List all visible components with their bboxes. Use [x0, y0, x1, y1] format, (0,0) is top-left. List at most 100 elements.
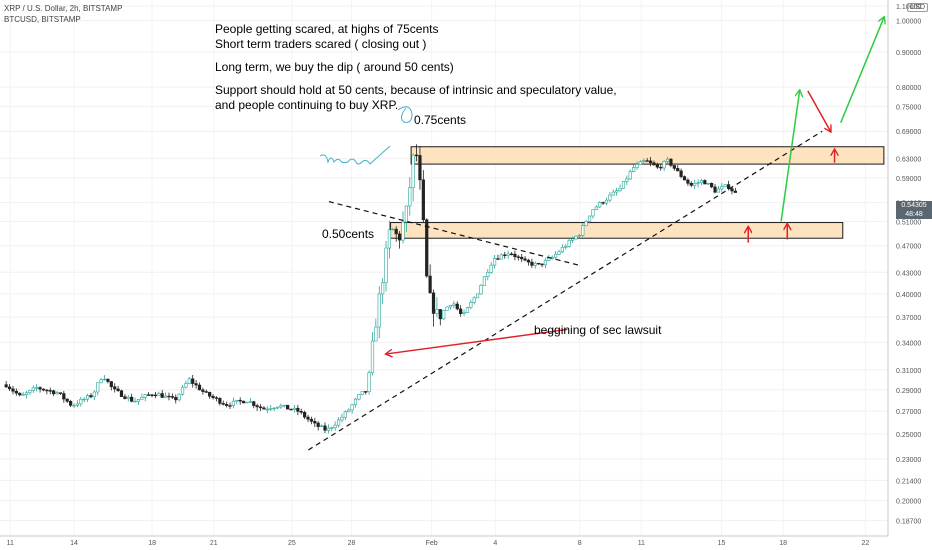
candle-body	[533, 262, 537, 266]
time-tick-label: Feb	[426, 540, 438, 547]
trendline	[328, 201, 580, 266]
candle-body	[14, 390, 18, 394]
main-annotation: People getting scared, at highs of 75cen…	[215, 22, 617, 113]
candle-body	[296, 407, 300, 412]
candle-body	[58, 392, 63, 394]
price-zone	[410, 146, 885, 165]
candle-body	[89, 395, 93, 398]
time-tick-label: 15	[718, 540, 726, 547]
candle-body	[594, 206, 598, 211]
candle-body	[367, 372, 371, 392]
candle-body	[411, 154, 415, 188]
candle-body	[669, 158, 673, 166]
time-tick-label: 18	[779, 540, 787, 547]
main-annotation-line: People getting scared, at highs of 75cen…	[215, 22, 439, 36]
candle-body	[479, 285, 483, 295]
candle-body	[455, 303, 459, 310]
news-loop-path	[397, 106, 413, 123]
candle-body	[79, 399, 83, 405]
candle-body	[560, 247, 564, 253]
candle-body	[730, 188, 734, 192]
candle-body	[269, 408, 273, 410]
candle-body	[642, 160, 646, 162]
candle-body	[404, 205, 408, 223]
candle-body	[38, 387, 42, 390]
candle-body	[109, 381, 113, 388]
candle-body	[4, 384, 8, 388]
candle-body	[523, 258, 527, 261]
candle-body	[476, 293, 480, 299]
candle-body	[435, 309, 439, 314]
candle-body	[397, 233, 402, 241]
candle-body	[92, 391, 96, 398]
candle-body	[340, 416, 344, 421]
time-tick-label: 22	[861, 540, 869, 547]
price-tick-label: 0.27000	[896, 409, 921, 416]
candle-body	[699, 180, 704, 183]
time-axis[interactable]: 11 14 18 21 25 28 Feb 4 8 11 15 18 22	[0, 535, 888, 547]
candle-body	[520, 256, 524, 260]
candle-body	[350, 404, 354, 411]
candle-body	[693, 183, 697, 186]
candle-body	[279, 405, 283, 408]
candle-body	[672, 165, 676, 169]
candle-body	[218, 398, 222, 404]
candle-body	[587, 215, 592, 222]
candle-body	[469, 302, 473, 308]
candle-body	[194, 383, 198, 386]
candle-body	[99, 379, 103, 384]
candle-body	[638, 161, 643, 165]
time-tick-label: 18	[148, 540, 156, 547]
price-tick-label: 0.40000	[896, 292, 921, 299]
candle-body	[167, 395, 171, 398]
candle-body	[608, 194, 612, 201]
trendline	[308, 130, 823, 451]
candle-body	[445, 306, 449, 311]
price-tick-label: 0.69000	[896, 129, 921, 136]
candle-body	[170, 396, 174, 398]
time-tick-label: 28	[348, 540, 356, 547]
price-axis[interactable]: 1.10000 1.00000 0.90000 0.80000 0.75000 0.690…	[887, 0, 932, 550]
price-tick-label: 0.37000	[896, 315, 921, 322]
time-tick-label: 14	[70, 540, 78, 547]
candle-body	[496, 258, 500, 260]
candle-body	[316, 422, 320, 427]
candle-body	[442, 310, 446, 320]
candle-body	[292, 407, 297, 410]
candle-body	[313, 420, 317, 424]
candle-body	[604, 199, 609, 204]
main-annotation-line: Support should hold at 50 cents, because…	[215, 83, 617, 97]
candle-body	[418, 155, 422, 181]
candle-body	[425, 219, 429, 277]
price-tick-label: 0.59000	[896, 176, 921, 183]
currency-label[interactable]: USD	[907, 3, 928, 12]
candle-body	[221, 403, 225, 405]
green-arrow	[840, 18, 884, 123]
candle-body	[65, 398, 69, 402]
lawsuit-label: beggining of sec lawsuit	[534, 323, 662, 337]
time-tick-label: 11	[7, 540, 14, 547]
candle-body	[448, 305, 453, 308]
candle-body	[336, 419, 341, 426]
candle-body	[370, 340, 375, 374]
candle-body	[258, 406, 263, 409]
current-price-badge: 0.54305	[896, 201, 932, 210]
red-arrow	[386, 328, 568, 354]
candle-body	[462, 312, 466, 314]
candle-body	[554, 253, 558, 258]
price-tick-label: 0.20000	[896, 499, 921, 506]
candle-body	[184, 383, 188, 388]
candle-body	[197, 384, 202, 391]
candle-body	[262, 407, 266, 410]
candle-body	[540, 263, 544, 266]
candle-body	[102, 378, 107, 381]
candle-body	[160, 393, 164, 398]
candle-body	[123, 396, 127, 399]
candle-body	[408, 187, 412, 207]
candle-body	[353, 398, 358, 406]
candle-body	[414, 154, 419, 157]
candle-body	[130, 396, 134, 402]
candle-body	[208, 391, 212, 397]
candle-body	[503, 254, 507, 256]
